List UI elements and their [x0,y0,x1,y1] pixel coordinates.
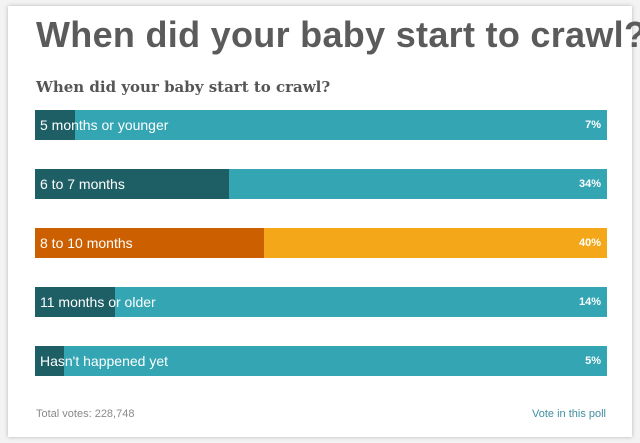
page-title: When did your baby start to crawl? [36,14,640,55]
poll-bar[interactable]: 5 months or younger 7% [35,110,607,140]
total-votes: Total votes: 228,748 [36,408,135,420]
poll-option-percent: 7% [585,119,601,131]
poll-question: When did your baby start to crawl? [36,78,331,96]
poll-option-label: Hasn't happened yet [40,353,168,369]
poll-bar-fill [35,169,230,199]
poll-bar[interactable]: 6 to 7 months 34% [35,169,607,199]
poll-bar[interactable]: 11 months or older 14% [35,287,607,317]
poll-bar-fill [35,346,64,376]
vote-in-poll-link[interactable]: Vote in this poll [532,408,606,420]
poll-option-label: 6 to 7 months [40,176,125,192]
poll-option-label: 8 to 10 months [40,235,133,251]
poll-results-chart: 5 months or younger 7% 6 to 7 months 34% 8 t… [35,110,607,405]
poll-option-percent: 5% [585,355,601,367]
poll-bar-fill [35,228,264,258]
poll-option-percent: 14% [578,296,601,308]
poll-option-label: 5 months or younger [40,117,169,133]
poll-option-label: 11 months or older [40,294,156,310]
poll-bar[interactable]: 8 to 10 months 40% [35,228,607,258]
poll-bar-fill [35,110,76,140]
poll-card: When did your baby start to crawl? When … [8,6,640,437]
poll-bar[interactable]: Hasn't happened yet 5% [35,346,607,376]
poll-option-percent: 34% [578,178,601,190]
poll-option-percent: 40% [578,237,601,249]
poll-bar-fill [35,287,116,317]
